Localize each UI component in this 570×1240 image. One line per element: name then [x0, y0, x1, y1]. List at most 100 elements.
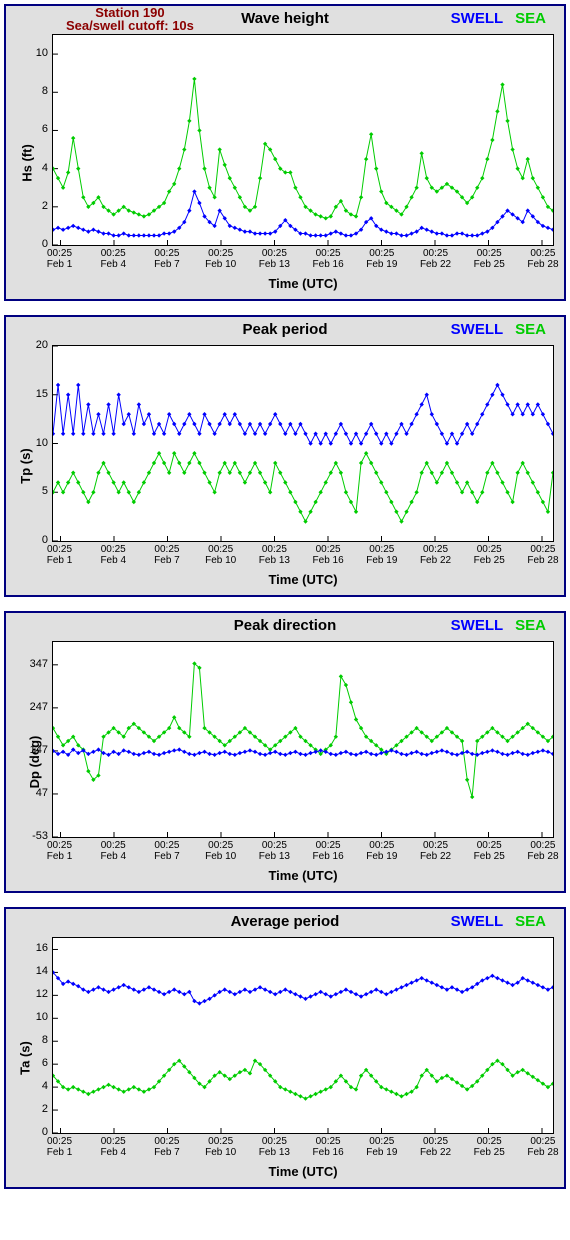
x-tick: 00:25Feb 13	[259, 248, 290, 270]
legend-swell: SWELL	[451, 10, 504, 27]
x-tick: 00:25Feb 25	[474, 544, 505, 566]
x-tick: 00:25Feb 22	[420, 544, 451, 566]
legend: SWELL SEA	[451, 617, 546, 634]
x-tick: 00:25Feb 13	[259, 544, 290, 566]
legend: SWELL SEA	[451, 10, 546, 27]
y-tick: 6	[20, 123, 48, 135]
panel-header: Peak directionSWELLSEA	[6, 613, 564, 641]
panel-average_period: Average periodSWELLSEATa (s)024681012141…	[4, 907, 566, 1189]
y-tick: 15	[20, 388, 48, 400]
legend-sea: SEA	[515, 913, 546, 930]
series-svg	[53, 35, 553, 245]
x-tick: 00:25Feb 4	[100, 544, 126, 566]
panel-peak_direction: Peak directionSWELLSEADp (deg)-534714724…	[4, 611, 566, 893]
x-ticks: 00:25Feb 100:25Feb 400:25Feb 700:25Feb 1…	[52, 1136, 554, 1162]
x-tick: 00:25Feb 1	[47, 248, 73, 270]
y-tick: 4	[20, 162, 48, 174]
x-tick: 00:25Feb 19	[366, 544, 397, 566]
y-tick: 16	[20, 942, 48, 954]
x-tick: 00:25Feb 19	[366, 1136, 397, 1158]
panel-header: Peak periodSWELLSEA	[6, 317, 564, 345]
plot	[52, 345, 554, 542]
panel-peak_period: Peak periodSWELLSEATp (s)0510152000:25Fe…	[4, 315, 566, 597]
x-ticks: 00:25Feb 100:25Feb 400:25Feb 700:25Feb 1…	[52, 544, 554, 570]
y-tick: 4	[20, 1080, 48, 1092]
legend: SWELLSEA	[451, 321, 546, 338]
x-tick: 00:25Feb 25	[474, 840, 505, 862]
legend: SWELL SEA	[451, 913, 546, 930]
x-ticks: 00:25Feb 100:25Feb 400:25Feb 700:25Feb 1…	[52, 840, 554, 866]
x-axis-label: Time (UTC)	[52, 868, 554, 883]
wave-data-dashboard: Station 190Sea/swell cutoff: 10sWave hei…	[4, 4, 566, 1189]
legend-swell: SWELL	[451, 913, 504, 930]
series-svg	[53, 642, 553, 837]
x-tick: 00:25Feb 10	[205, 1136, 236, 1158]
x-tick: 00:25Feb 19	[366, 840, 397, 862]
x-tick: 00:25Feb 16	[313, 1136, 344, 1158]
y-tick: 10	[20, 47, 48, 59]
y-tick: 8	[20, 1034, 48, 1046]
series-sea	[53, 453, 553, 521]
plot	[52, 34, 554, 246]
x-tick: 00:25Feb 10	[205, 840, 236, 862]
x-tick: 00:25Feb 28	[527, 248, 558, 270]
plot-area: Hs (ft)024681000:25Feb 100:25Feb 400:25F…	[52, 34, 554, 291]
x-tick: 00:25Feb 1	[47, 1136, 73, 1158]
x-tick: 00:25Feb 7	[154, 544, 180, 566]
panel-header: Average periodSWELLSEA	[6, 909, 564, 937]
x-tick: 00:25Feb 10	[205, 248, 236, 270]
series-svg	[53, 346, 553, 541]
legend-sea: SEA	[515, 10, 546, 27]
legend-swell: SWELL	[451, 321, 504, 338]
y-tick: 147	[20, 744, 48, 756]
y-tick: 0	[20, 534, 48, 546]
x-tick: 00:25Feb 28	[527, 840, 558, 862]
y-ticks: 0246810121416	[20, 937, 50, 1179]
plot-area: Dp (deg)-534714724734700:25Feb 100:25Feb…	[52, 641, 554, 883]
series-sea	[53, 79, 553, 218]
series-swell	[53, 192, 553, 236]
x-tick: 00:25Feb 19	[366, 248, 397, 270]
y-tick: 2	[20, 1103, 48, 1115]
legend-swell: SWELL	[451, 617, 504, 634]
x-axis-label: Time (UTC)	[52, 276, 554, 291]
y-tick: 247	[20, 701, 48, 713]
series-sea	[53, 664, 553, 798]
plot	[52, 641, 554, 838]
x-tick: 00:25Feb 1	[47, 544, 73, 566]
x-tick: 00:25Feb 28	[527, 544, 558, 566]
panel-header: Station 190Sea/swell cutoff: 10sWave hei…	[6, 6, 564, 34]
x-tick: 00:25Feb 16	[313, 248, 344, 270]
y-tick: 5	[20, 485, 48, 497]
y-tick: 12	[20, 988, 48, 1000]
x-ticks: 00:25Feb 100:25Feb 400:25Feb 700:25Feb 1…	[52, 248, 554, 274]
plot-area: Ta (s)024681012141600:25Feb 100:25Feb 40…	[52, 937, 554, 1179]
x-tick: 00:25Feb 1	[47, 840, 73, 862]
x-tick: 00:25Feb 25	[474, 1136, 505, 1158]
y-tick: -53	[20, 830, 48, 842]
plot-area: Tp (s)0510152000:25Feb 100:25Feb 400:25F…	[52, 345, 554, 587]
x-tick: 00:25Feb 16	[313, 544, 344, 566]
legend-sea: SEA	[515, 617, 546, 634]
x-tick: 00:25Feb 25	[474, 248, 505, 270]
x-tick: 00:25Feb 13	[259, 1136, 290, 1158]
y-ticks: -5347147247347	[20, 641, 50, 883]
x-tick: 00:25Feb 16	[313, 840, 344, 862]
x-tick: 00:25Feb 28	[527, 1136, 558, 1158]
x-axis-label: Time (UTC)	[52, 572, 554, 587]
x-tick: 00:25Feb 7	[154, 248, 180, 270]
x-tick: 00:25Feb 22	[420, 840, 451, 862]
y-tick: 347	[20, 658, 48, 670]
x-tick: 00:25Feb 7	[154, 1136, 180, 1158]
y-tick: 0	[20, 1126, 48, 1138]
x-tick: 00:25Feb 4	[100, 1136, 126, 1158]
series-svg	[53, 938, 553, 1133]
y-tick: 2	[20, 200, 48, 212]
series-sea	[53, 1061, 553, 1099]
x-tick: 00:25Feb 4	[100, 840, 126, 862]
y-tick: 0	[20, 238, 48, 250]
y-tick: 6	[20, 1057, 48, 1069]
x-tick: 00:25Feb 22	[420, 1136, 451, 1158]
x-tick: 00:25Feb 10	[205, 544, 236, 566]
y-tick: 10	[20, 1011, 48, 1023]
